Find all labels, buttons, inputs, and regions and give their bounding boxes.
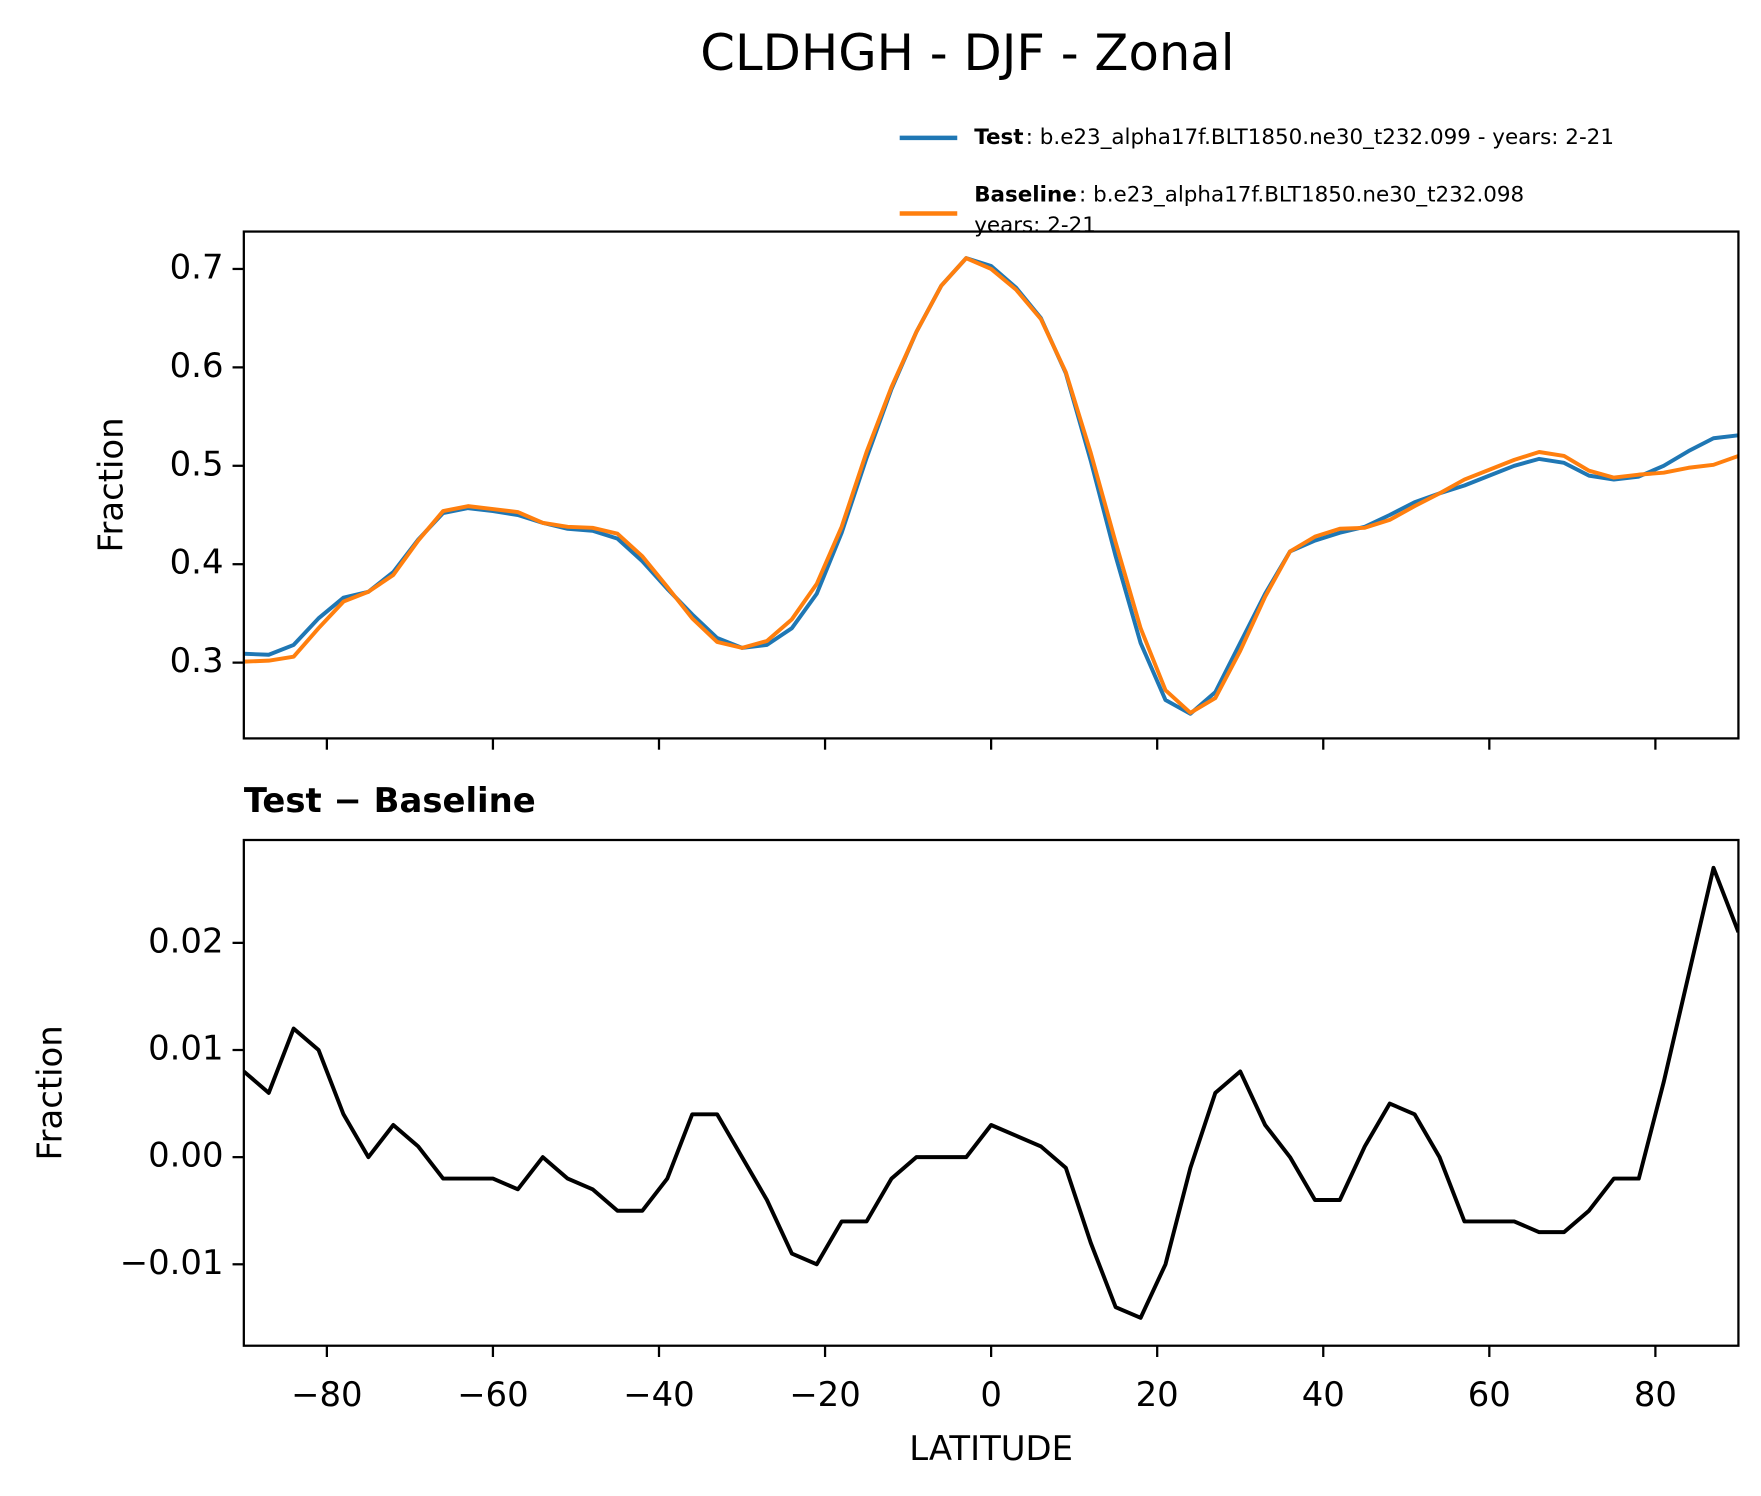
x-tick-label: 60 (1468, 1375, 1511, 1414)
y-tick-label: 0.02 (148, 921, 223, 960)
y-tick-label: 0.00 (148, 1136, 223, 1175)
y-tick-label: 0.01 (148, 1029, 223, 1068)
figure-title: CLDHGH - DJF - Zonal (700, 24, 1234, 82)
axes-frame (242, 230, 1740, 740)
legend-label: : b.e23_alpha17f.BLT1850.ne30_t232.099 -… (1026, 125, 1614, 150)
y-tick-label: −0.01 (120, 1243, 224, 1282)
y-tick-label: 0.5 (170, 444, 224, 483)
y-tick-label: 0.7 (170, 247, 224, 286)
series-line (243, 865, 1739, 1320)
legend-name: Test (974, 125, 1023, 150)
axes-title: Test − Baseline (244, 781, 536, 820)
y-axis-label: Fraction (91, 417, 130, 552)
y-axis-label: Fraction (30, 1025, 69, 1160)
y-tick-label: 0.3 (170, 641, 224, 680)
legend-name: Baseline (974, 182, 1077, 207)
x-tick-label: 80 (1634, 1375, 1677, 1414)
axes-frame (242, 838, 1740, 1347)
x-tick-label: −80 (291, 1375, 362, 1414)
x-axis-label: LATITUDE (909, 1429, 1073, 1468)
x-tick-label: −60 (457, 1375, 528, 1414)
y-tick-label: 0.6 (170, 346, 224, 385)
x-tick-label: −40 (623, 1375, 694, 1414)
x-tick-label: 40 (1302, 1375, 1345, 1414)
y-tick-label: 0.4 (170, 543, 224, 582)
x-tick-label: −20 (789, 1375, 860, 1414)
x-tick-label: 20 (1136, 1375, 1179, 1414)
legend-label: : b.e23_alpha17f.BLT1850.ne30_t232.098 (1079, 182, 1524, 207)
x-tick-label: 0 (980, 1375, 1002, 1414)
series-line (243, 256, 1739, 715)
legend-label: years: 2-21 (974, 213, 1096, 238)
series-line (243, 256, 1739, 716)
